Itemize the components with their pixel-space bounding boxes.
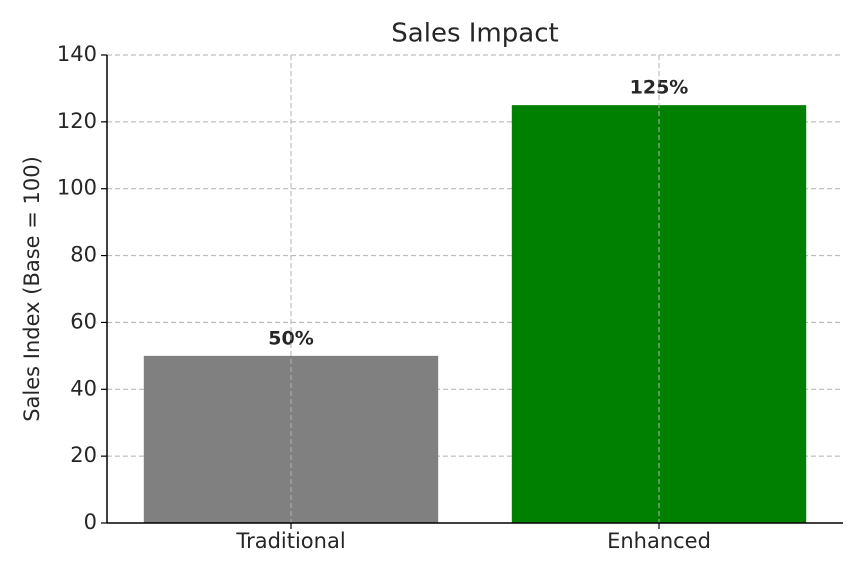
y-tick-label: 0 <box>84 510 97 534</box>
y-tick-label: 60 <box>70 309 97 333</box>
x-tick-label: Enhanced <box>607 529 711 553</box>
y-tick-label: 20 <box>70 443 97 467</box>
y-tick-label: 40 <box>70 376 97 400</box>
y-tick-label: 140 <box>57 42 97 66</box>
x-tick-label: Traditional <box>235 529 345 553</box>
y-tick-label: 120 <box>57 109 97 133</box>
y-tick-label: 80 <box>70 243 97 267</box>
y-axis-label: Sales Index (Base = 100) <box>20 156 44 422</box>
chart-title: Sales Impact <box>391 19 558 49</box>
y-tick-label: 100 <box>57 176 97 200</box>
